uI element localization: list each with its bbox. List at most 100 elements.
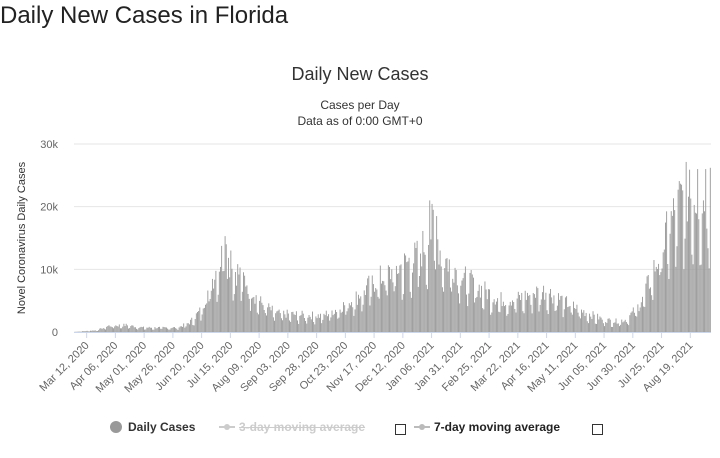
bar[interactable]	[621, 319, 623, 332]
bar[interactable]	[140, 326, 142, 332]
bar[interactable]	[186, 323, 188, 332]
bar[interactable]	[674, 210, 676, 332]
bar[interactable]	[437, 239, 439, 332]
bar[interactable]	[655, 266, 657, 332]
bar[interactable]	[182, 326, 183, 332]
bar[interactable]	[335, 309, 336, 332]
bar[interactable]	[122, 326, 124, 332]
bar[interactable]	[172, 327, 174, 332]
bar[interactable]	[551, 297, 553, 332]
bar[interactable]	[108, 325, 110, 332]
bar[interactable]	[109, 326, 111, 332]
bar[interactable]	[456, 285, 458, 332]
bar[interactable]	[607, 318, 609, 332]
bar[interactable]	[485, 289, 487, 332]
bar[interactable]	[266, 315, 267, 332]
bar[interactable]	[624, 319, 626, 332]
bar[interactable]	[185, 326, 187, 332]
bar[interactable]	[490, 314, 492, 332]
bar[interactable]	[643, 306, 645, 332]
bar[interactable]	[615, 318, 617, 332]
bar[interactable]	[500, 292, 502, 332]
bar[interactable]	[326, 316, 328, 332]
bar[interactable]	[666, 211, 668, 332]
bar[interactable]	[249, 310, 251, 332]
bar[interactable]	[199, 307, 201, 333]
bar[interactable]	[243, 272, 244, 332]
bar[interactable]	[494, 304, 496, 332]
bar[interactable]	[690, 198, 692, 332]
bar[interactable]	[479, 297, 481, 332]
bar[interactable]	[431, 203, 433, 332]
bar[interactable]	[546, 310, 548, 332]
bar[interactable]	[97, 331, 98, 332]
bar[interactable]	[297, 320, 298, 332]
bar[interactable]	[274, 320, 275, 332]
bar[interactable]	[589, 313, 591, 332]
bar[interactable]	[390, 279, 392, 332]
bar[interactable]	[201, 314, 203, 332]
bar[interactable]	[398, 273, 400, 332]
bar[interactable]	[142, 326, 144, 332]
bar[interactable]	[238, 274, 240, 332]
bar[interactable]	[406, 262, 408, 332]
bar[interactable]	[269, 306, 271, 332]
bar[interactable]	[644, 306, 646, 332]
bar[interactable]	[218, 271, 220, 332]
bar[interactable]	[101, 329, 103, 332]
bar[interactable]	[198, 311, 200, 332]
bar[interactable]	[213, 288, 215, 332]
bar[interactable]	[200, 320, 202, 332]
bar[interactable]	[573, 301, 574, 332]
bar[interactable]	[694, 212, 696, 332]
bar[interactable]	[701, 213, 703, 332]
bar[interactable]	[528, 295, 530, 332]
bar[interactable]	[483, 309, 485, 332]
bar[interactable]	[187, 323, 189, 332]
bar[interactable]	[139, 327, 141, 332]
bar[interactable]	[223, 270, 225, 332]
bar[interactable]	[271, 305, 273, 332]
bar[interactable]	[709, 167, 711, 332]
bar[interactable]	[257, 314, 259, 332]
bar[interactable]	[650, 287, 651, 332]
bar[interactable]	[514, 308, 516, 332]
bar[interactable]	[633, 312, 635, 332]
checkbox-7-day-moving-average[interactable]	[592, 424, 603, 435]
bar[interactable]	[612, 326, 614, 332]
bar[interactable]	[116, 326, 118, 332]
bar[interactable]	[268, 303, 270, 332]
bar[interactable]	[94, 330, 96, 332]
bar[interactable]	[517, 291, 519, 332]
bar[interactable]	[575, 308, 577, 332]
bar[interactable]	[579, 318, 581, 332]
bar[interactable]	[308, 315, 310, 332]
bar[interactable]	[576, 304, 578, 332]
bar[interactable]	[275, 313, 277, 332]
bar[interactable]	[667, 264, 669, 332]
bar[interactable]	[498, 311, 500, 332]
bar[interactable]	[262, 305, 264, 332]
bar[interactable]	[386, 295, 388, 332]
bar[interactable]	[513, 302, 515, 332]
bar[interactable]	[670, 211, 672, 332]
bar[interactable]	[527, 292, 528, 332]
bar[interactable]	[110, 326, 112, 332]
bar[interactable]	[231, 268, 233, 332]
bar[interactable]	[195, 313, 197, 332]
bar[interactable]	[247, 293, 249, 332]
bar[interactable]	[700, 264, 702, 332]
bar[interactable]	[117, 326, 119, 332]
bar[interactable]	[515, 312, 517, 332]
bar[interactable]	[397, 273, 399, 332]
bar[interactable]	[683, 269, 685, 332]
bar[interactable]	[317, 314, 319, 332]
bar[interactable]	[525, 299, 527, 332]
bar[interactable]	[647, 275, 649, 332]
bar[interactable]	[523, 313, 525, 332]
bar[interactable]	[208, 301, 210, 332]
bar[interactable]	[707, 248, 709, 332]
bar[interactable]	[272, 317, 274, 332]
bar[interactable]	[449, 287, 451, 332]
bar[interactable]	[590, 316, 592, 332]
